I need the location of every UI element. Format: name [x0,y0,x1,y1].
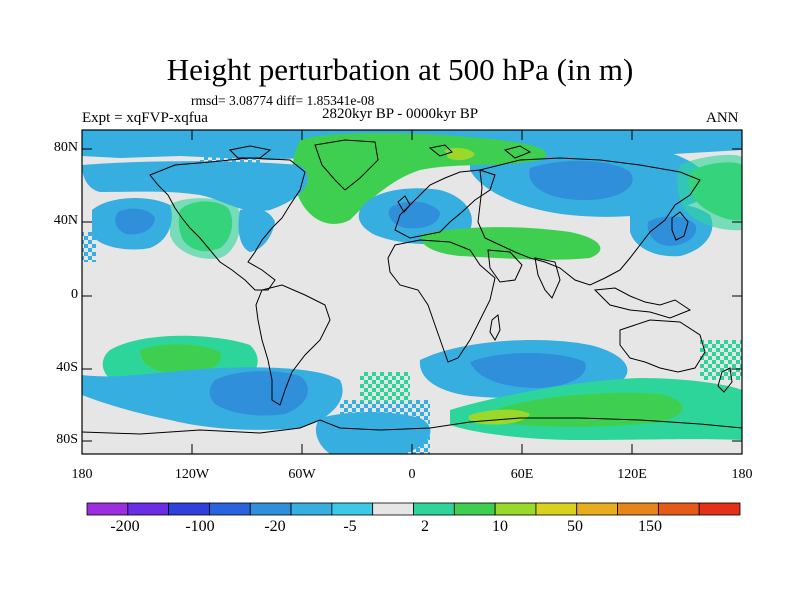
ytick-label-40s: 40S [56,360,78,375]
colorbar-swatch-4 [249,502,292,516]
field-checker-south-pacific [360,372,410,402]
field-greenland-lime [445,147,475,161]
xtick-label-180-right: 180 [731,467,753,482]
coast-arctic-islands [228,145,272,159]
xtick-label-180-left: 180 [71,467,93,482]
colorbar-label-50: 50 [567,518,583,535]
colorbar-label-10: 10 [492,518,508,535]
coast-madagascar [489,314,501,342]
field-namerica-sky [82,161,309,212]
colorbar [86,502,741,516]
colorbar-swatch-13 [617,502,659,516]
coast-arabia [487,249,523,283]
experiment-label: Expt = xqFVP-xqfua [82,110,208,126]
period-label: 2820kyr BP - 0000kyr BP [322,106,479,122]
xtick-label-120w: 120W [174,467,210,482]
ytick-label-80s: 80S [56,432,78,447]
colorbar-label-minus20: -20 [264,518,286,535]
coast-asia [477,157,701,286]
coastlines [82,139,742,435]
coast-new-zealand [717,367,733,393]
coast-japan [671,211,689,241]
colorbar-swatch-3 [209,502,251,516]
field-pacific-teal [170,198,241,259]
field-spacific-green [140,344,221,374]
coast-greenland [314,139,379,191]
colorbar-swatch-5 [290,502,333,516]
xtick-label-120e: 120E [617,467,647,482]
colorbar-swatch-10 [494,502,537,516]
colorbar-label-minus200: -200 [110,518,140,535]
coast-southeast-asia [593,287,692,319]
axis-ticks [82,130,742,454]
colorbar-swatch-14 [657,502,700,516]
colorbar-swatch-12 [576,502,618,516]
colorbar-swatch-11 [535,502,578,516]
colorbar-swatch-9 [453,502,496,516]
coast-south-america [255,284,331,406]
field-nepacific-teal [677,154,742,231]
coast-uk [397,195,411,213]
coast-australia [619,319,706,373]
field-satlantic-blue [470,353,586,388]
colorbar-label-minus100: -100 [185,518,215,535]
coast-north-america [149,157,306,291]
coast-europe [394,169,496,239]
colorbar-swatch-0 [86,502,129,516]
xtick-label-60w: 60W [288,467,316,482]
rmsd-stats: rmsd= 3.08774 diff= 1.85341e-08 [191,93,375,108]
xtick-label-0: 0 [408,467,416,482]
colorbar-swatch-8 [413,502,455,516]
field-npacific-blue [115,208,155,235]
colorbar-label-minus5: -5 [343,518,357,535]
colorbar-label-150: 150 [638,518,662,535]
ytick-label-80n: 80N [53,140,78,155]
field-siberia-blue [529,160,633,200]
field-checker-southern [700,340,742,380]
field-checker-antarctic [340,400,430,454]
colorbar-swatch-7 [372,502,414,516]
colorbar-label-2: 2 [421,518,429,535]
field-greenland-green [292,133,547,224]
coast-india [534,257,561,299]
ytick-label-40n: 40N [53,213,78,228]
colorbar-swatch-6 [331,502,374,516]
xtick-label-60e: 60E [510,467,534,482]
coast-africa [387,239,496,363]
coast-svalbard [428,144,453,157]
field-southern-blue-west [209,371,308,416]
coast-antarctica [82,417,742,435]
colorbar-swatch-2 [168,502,210,516]
colorbar-swatch-1 [127,502,170,516]
coast-novaya-zemlya [503,145,532,159]
field-midlat-green [420,227,601,260]
colorbar-swatch-15 [698,502,741,516]
field-namerica-sky-south [238,208,275,252]
ytick-label-0: 0 [71,287,78,302]
season-label: ANN [706,110,739,126]
field-checker-west [82,232,96,262]
map-title: Height perturbation at 500 hPa (in m) [166,52,634,87]
height-field [82,130,742,454]
